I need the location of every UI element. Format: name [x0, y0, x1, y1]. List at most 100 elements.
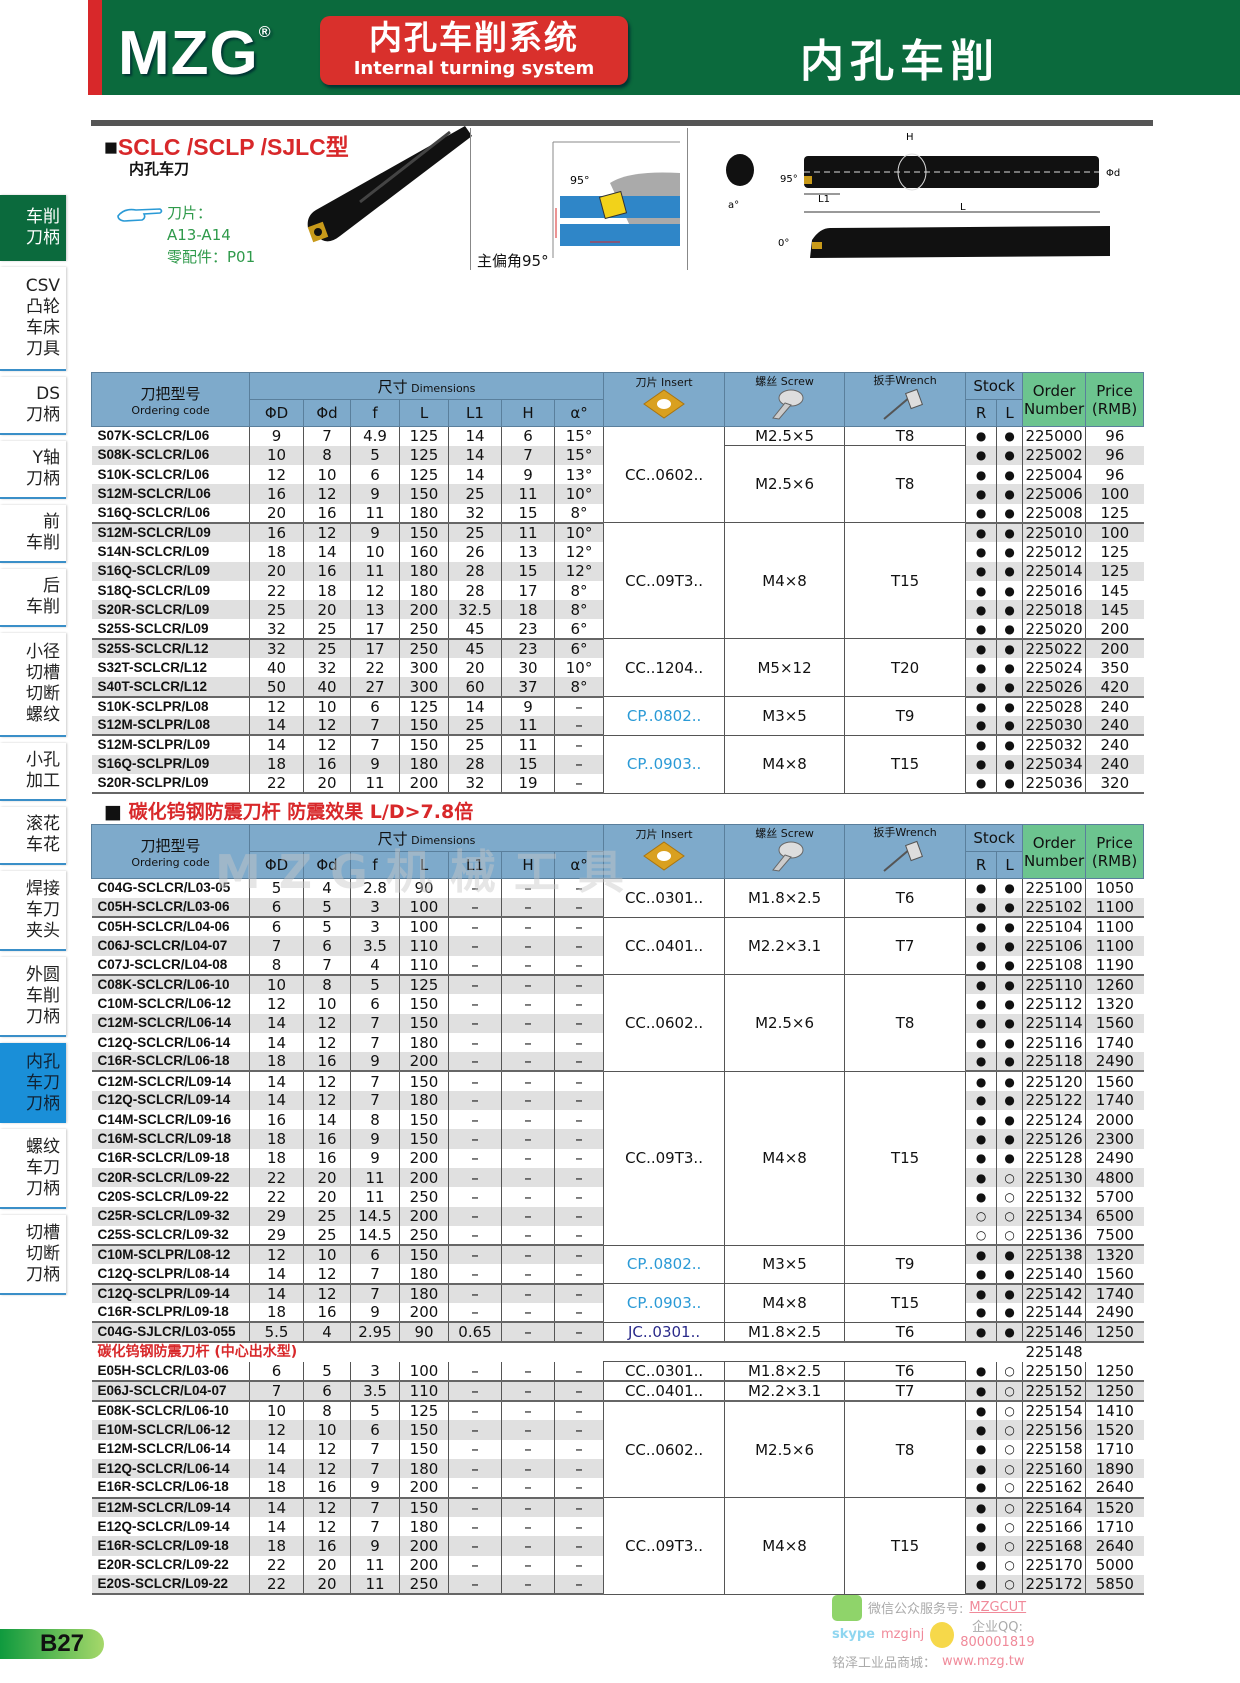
- dim-L: 125: [399, 696, 449, 716]
- dim-L1: 32: [448, 773, 502, 795]
- sidebar-item[interactable]: 滚花 车花: [0, 807, 66, 865]
- dim-alpha: 12°: [553, 561, 605, 581]
- page-title: 内孔车削: [800, 36, 1000, 87]
- dim-D: 5.5: [249, 1322, 304, 1344]
- section-title-text: 碳化钨钢防震刀杆 防震效果 L/D>7.8倍: [128, 801, 474, 823]
- ordering-code: C10M-SCLPR/L08-12: [91, 1245, 250, 1265]
- dim-D: 25: [249, 600, 304, 620]
- dim-f: 17: [350, 619, 400, 640]
- insert-value: CP..0802..: [603, 1244, 726, 1285]
- skype-id[interactable]: mzginj: [880, 1627, 925, 1642]
- dim-L1: –: [448, 1167, 502, 1188]
- order-number: 225014: [1022, 561, 1087, 581]
- sidebar-item[interactable]: 后车削: [0, 569, 66, 627]
- dim-d: 40: [303, 677, 351, 698]
- dim-d: 16: [303, 1536, 351, 1556]
- dim-D: 18: [249, 1148, 304, 1168]
- col-dim: L1: [448, 399, 502, 427]
- insert-value: CC..09T3..: [603, 522, 726, 640]
- sidebar-item-label: 车削: [26, 533, 60, 553]
- dim-f: 11: [350, 1187, 400, 1207]
- dim-alpha: –: [553, 1283, 605, 1304]
- order-number: 225026: [1022, 677, 1087, 698]
- col-dim: α°: [553, 851, 605, 879]
- dim-angle-label: 95°: [780, 174, 798, 185]
- insert-value: CP..0903..: [603, 1283, 726, 1323]
- sidebar-item[interactable]: 前车削: [0, 505, 66, 563]
- stock-r: ●: [965, 484, 998, 504]
- dim-L1: 32: [448, 503, 502, 524]
- table-row: C25R-SCLCR/L09-32 29 25 14.5 200– – – ○ ○ 225134 6…: [91, 1206, 1144, 1226]
- stock-l: ●: [996, 1052, 1024, 1073]
- dim-H: –: [501, 1052, 555, 1073]
- col-wrench: 扳手Wrench: [844, 824, 967, 879]
- dim-d: 6: [303, 1381, 351, 1403]
- stock-l: ●: [996, 917, 1024, 937]
- order-number: 225002: [1022, 445, 1087, 466]
- sidebar-item-label: 切槽: [26, 1222, 60, 1243]
- dim-d: 10: [303, 1420, 351, 1440]
- stock-r: ●: [965, 1497, 998, 1517]
- dim-D: 18: [249, 1536, 304, 1556]
- dim-d: 20: [303, 773, 351, 795]
- mall-link[interactable]: www.mzg.tw: [942, 1654, 1025, 1669]
- dim-L: 110: [399, 936, 449, 956]
- dim-d: 14: [303, 542, 351, 562]
- dim-alpha: –: [553, 1459, 605, 1479]
- stock-l: ●: [996, 897, 1024, 919]
- dim-H: 15: [501, 561, 555, 581]
- dim-f: 7: [350, 1090, 400, 1111]
- qq-id[interactable]: 800001819: [960, 1634, 1035, 1650]
- stock-r: ●: [965, 1032, 998, 1053]
- dim-L: 150: [399, 1497, 449, 1517]
- dim-D: 6: [249, 897, 304, 919]
- dim-L1: 28: [448, 561, 502, 581]
- ordering-code: C06J-SCLCR/L04-07: [91, 936, 250, 956]
- dim-H-label: H: [906, 132, 914, 143]
- sidebar-item-label: CSV: [25, 276, 60, 296]
- dim-alpha: –: [553, 1090, 605, 1111]
- price: 200: [1085, 638, 1144, 659]
- dim-d: 4: [303, 1322, 351, 1344]
- sidebar-item[interactable]: CSV 凸轮 车床 刀具: [0, 267, 66, 371]
- wechat-id[interactable]: MZGCUT: [969, 1600, 1027, 1615]
- stock-l: ○: [996, 1478, 1024, 1499]
- order-number: 225134: [1022, 1206, 1087, 1226]
- price: 1100: [1085, 917, 1144, 937]
- order-number: 225036: [1022, 773, 1087, 795]
- sidebar-item[interactable]: 内孔 车刀 刀柄: [0, 1043, 66, 1123]
- table-row: E08K-SCLCR/L06-10 10 8 5 125– – – CC..0602.. M2.…: [91, 1400, 1144, 1499]
- sidebar-item[interactable]: 外圆 车削 刀柄: [0, 957, 66, 1037]
- sidebar-item[interactable]: Y轴 刀柄: [0, 441, 66, 499]
- price: 1740: [1085, 1090, 1144, 1111]
- dim-H: 11: [501, 484, 555, 504]
- dim-L: 150: [399, 735, 449, 755]
- sidebar-item[interactable]: 螺纹 车刀 刀柄: [0, 1129, 66, 1209]
- table-row: E20S-SCLCR/L09-22 22 20 11 250– – – ● ○ 225172 585…: [91, 1574, 1144, 1596]
- dim-d: 8: [303, 1401, 351, 1421]
- order-number: 225104: [1022, 917, 1087, 937]
- dim-alpha: –: [553, 1381, 605, 1403]
- col-dim: ΦD: [249, 399, 304, 427]
- table-row: S12M-SCLCR/L09 16 12 9 150 25 11 10° CC..09T3.. M…: [91, 522, 1144, 640]
- dim-d: 25: [303, 1206, 351, 1226]
- sidebar-item[interactable]: 小径 切槽 切断 螺纹: [0, 633, 66, 737]
- ordering-code: C10M-SCLCR/L06-12: [91, 994, 250, 1014]
- dim-alpha: –: [553, 1478, 605, 1499]
- sidebar-item[interactable]: DS 刀柄: [0, 377, 66, 435]
- sidebar-item[interactable]: 焊接 车刀 夹头: [0, 871, 66, 951]
- dim-f: 7: [350, 1516, 400, 1537]
- sidebar-item[interactable]: 车削 刀柄: [0, 195, 66, 261]
- price: 5700: [1085, 1187, 1144, 1207]
- col-dim: f: [350, 399, 400, 427]
- sidebar-item[interactable]: 小孔 加工: [0, 743, 66, 801]
- stock-l: ●: [996, 1148, 1024, 1168]
- table-row: E10M-SCLCR/L06-12 12 10 6 150– – – ● ○ 225156 1520: [91, 1420, 1144, 1440]
- sidebar-item[interactable]: 切槽 切断 刀柄: [0, 1215, 66, 1295]
- order-number: 225106: [1022, 936, 1087, 956]
- dim-d: 12: [303, 1264, 351, 1285]
- dim-D: 8: [249, 955, 304, 976]
- order-number: 225120: [1022, 1071, 1087, 1091]
- table-row: C16R-SCLCR/L09-18 18 16 9 200– – – ● ● 225128 2490: [91, 1148, 1144, 1168]
- dim-f: 9: [350, 754, 400, 774]
